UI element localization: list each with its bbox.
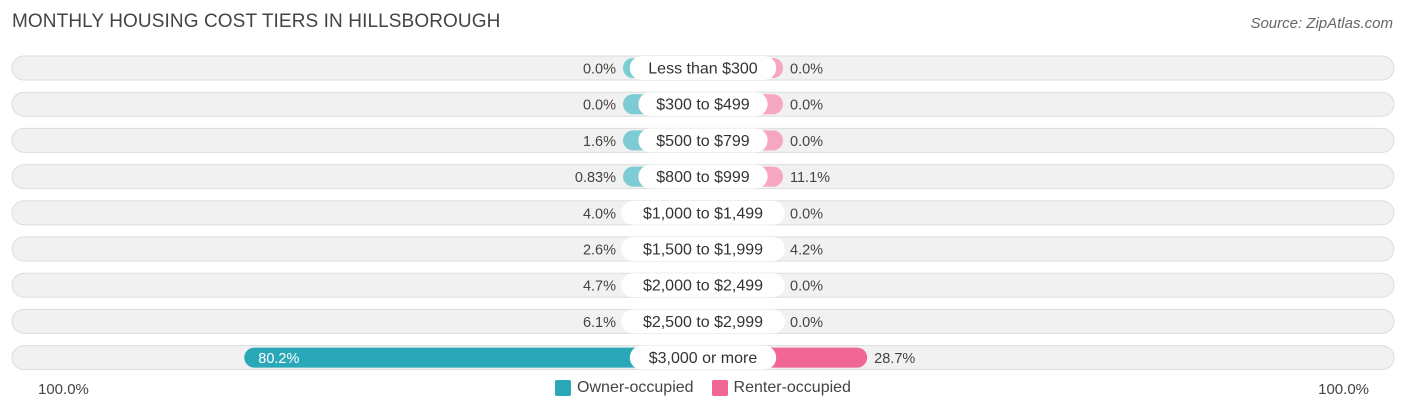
legend-swatch-owner xyxy=(555,380,572,396)
chart-source: Source: ZipAtlas.com xyxy=(1250,15,1393,32)
category-label: $3,000 or more xyxy=(649,350,758,367)
renter-value-label: 0.0% xyxy=(790,279,823,295)
owner-value-label: 4.0% xyxy=(583,206,616,222)
renter-value-label: 0.0% xyxy=(790,98,823,114)
renter-value-label: 0.0% xyxy=(790,315,823,331)
category-label: $500 to $799 xyxy=(656,133,750,150)
chart-row: 0.83% 11.1% $800 to $999 xyxy=(11,164,1395,190)
category-pill xyxy=(629,56,777,80)
category-pill xyxy=(621,200,785,225)
renter-value-label: 0.0% xyxy=(790,206,823,222)
category-label: $1,500 to $1,999 xyxy=(643,242,763,259)
chart-row: 4.7% 0.0% $2,000 to $2,499 xyxy=(11,272,1395,298)
owner-value-label: 0.0% xyxy=(583,62,616,78)
category-label: $2,000 to $2,499 xyxy=(643,278,763,295)
category-pill xyxy=(629,345,777,370)
renter-value-label: 11.1% xyxy=(790,170,830,186)
chart-row: 1.6% 0.0% $500 to $799 xyxy=(11,127,1395,153)
category-pill xyxy=(621,237,785,261)
category-label: Less than $300 xyxy=(648,61,758,78)
chart-row: 80.2% 28.7% $3,000 or more xyxy=(11,345,1395,371)
category-pill xyxy=(638,92,768,117)
chart-row: 6.1% 0.0% $2,500 to $2,999 xyxy=(11,308,1395,334)
renter-value-label: 28.7% xyxy=(874,351,915,367)
owner-value-label: 1.6% xyxy=(583,134,616,150)
legend-item-owner[interactable]: Owner-occupied xyxy=(555,379,694,397)
axis-left-label: 100.0% xyxy=(38,381,89,398)
category-pill xyxy=(621,309,785,334)
chart-title: MONTHLY HOUSING COST TIERS IN HILLSBOROU… xyxy=(12,11,501,32)
owner-value-label: 2.6% xyxy=(583,243,616,259)
axis-right-label: 100.0% xyxy=(1318,381,1369,398)
renter-value-label: 4.2% xyxy=(790,243,823,259)
owner-value-label: 0.83% xyxy=(575,170,616,186)
category-label: $1,000 to $1,499 xyxy=(643,205,763,222)
category-pill xyxy=(638,164,768,189)
legend-swatch-renter xyxy=(711,380,728,396)
category-pill xyxy=(621,273,785,298)
category-label: $300 to $499 xyxy=(656,97,750,114)
chart-row: 2.6% 4.2% $1,500 to $1,999 xyxy=(11,236,1395,262)
chart-row: 4.0% 0.0% $1,000 to $1,499 xyxy=(11,200,1395,226)
owner-value-label: 4.7% xyxy=(583,279,616,295)
owner-value-label: 0.0% xyxy=(583,98,616,114)
category-pill xyxy=(638,128,768,153)
renter-value-label: 0.0% xyxy=(790,134,823,150)
legend-label-owner: Owner-occupied xyxy=(577,379,694,396)
category-label: $2,500 to $2,999 xyxy=(643,314,763,331)
legend-label-renter: Renter-occupied xyxy=(733,379,851,396)
legend: Owner-occupied Renter-occupied xyxy=(0,379,1406,397)
owner-value-label: 80.2% xyxy=(258,351,299,367)
chart-row: 0.0% 0.0% Less than $300 xyxy=(11,55,1395,81)
legend-item-renter[interactable]: Renter-occupied xyxy=(711,379,851,397)
renter-value-label: 0.0% xyxy=(790,62,823,78)
chart-row: 0.0% 0.0% $300 to $499 xyxy=(11,91,1395,117)
owner-value-label: 6.1% xyxy=(583,315,616,331)
category-label: $800 to $999 xyxy=(656,169,750,186)
owner-bar xyxy=(244,347,704,368)
